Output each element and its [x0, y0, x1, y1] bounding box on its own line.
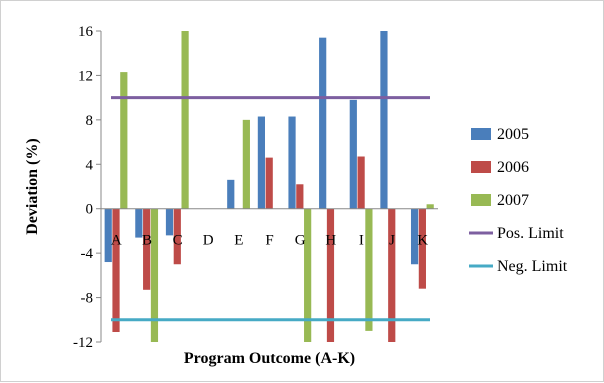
y-tick-label: 8	[86, 113, 94, 129]
legend: 2005 2006 2007 Pos. Limit Neg. Limit	[469, 126, 568, 275]
bar-2005-C	[165, 208, 174, 236]
bar-2006-F	[265, 157, 273, 209]
legend-swatch-2005	[471, 128, 491, 140]
y-ticks-group: -12 -8 -4 0 4 8 12 16	[73, 24, 101, 351]
bar-2005-A	[104, 208, 112, 263]
legend-label: 2005	[497, 126, 529, 143]
bar-2007-C	[181, 31, 189, 209]
x-category-label: J	[389, 233, 395, 249]
x-category-label: F	[265, 233, 273, 249]
bar-2007-G	[304, 208, 312, 342]
y-tick-label: -4	[81, 246, 94, 262]
bar-2006-K	[418, 208, 426, 289]
bar-2005-B	[135, 208, 143, 238]
bar-2006-A	[112, 208, 120, 333]
bar-2007-K	[426, 204, 434, 209]
x-category-label: C	[173, 233, 183, 249]
bar-2007-B	[150, 208, 159, 342]
bar-2006-I	[357, 156, 365, 209]
bar-2005-G	[288, 116, 296, 209]
legend-label: 2007	[497, 192, 529, 209]
legend-label: Neg. Limit	[497, 258, 568, 275]
y-tick-label: 4	[86, 157, 94, 173]
x-category-label: G	[295, 233, 306, 249]
x-category-label: D	[203, 233, 214, 249]
x-category-label: E	[234, 233, 243, 249]
limit-lines-group	[111, 96, 430, 322]
bar-2005-I	[349, 99, 357, 209]
y-tick-label: 12	[78, 68, 93, 84]
bar-2005-J	[380, 31, 388, 209]
bar-2005-H	[319, 37, 327, 209]
x-category-label: B	[142, 233, 152, 249]
y-tick-label: -12	[73, 335, 93, 351]
bar-2005-E	[227, 179, 235, 209]
bar-2006-G	[296, 184, 304, 209]
bars-group	[104, 31, 434, 342]
y-axis-title: Deviation (%)	[24, 138, 41, 234]
bar-2006-H	[326, 208, 335, 342]
bar-2007-A	[120, 72, 128, 209]
y-tick-label: 0	[86, 202, 94, 218]
x-category-label: K	[417, 233, 428, 249]
bar-2006-B	[143, 208, 151, 290]
bar-2007-E	[242, 119, 250, 209]
bar-2007-I	[365, 208, 373, 331]
bar-2006-C	[173, 208, 181, 265]
x-category-label: H	[325, 233, 336, 249]
bar-2005-F	[257, 116, 265, 209]
legend-label: 2006	[497, 159, 529, 176]
legend-label: Pos. Limit	[497, 225, 564, 242]
x-category-labels: A B C D E F G H I J K	[111, 233, 428, 249]
x-axis-title: Program Outcome (A-K)	[184, 350, 355, 367]
y-tick-label: 16	[78, 24, 94, 40]
y-tick-label: -8	[81, 291, 94, 307]
x-category-label: I	[359, 233, 364, 249]
legend-swatch-2007	[471, 194, 491, 206]
bar-2005-K	[410, 208, 419, 265]
bar-2006-J	[388, 208, 396, 342]
legend-swatch-2006	[471, 161, 491, 173]
x-category-label: A	[111, 233, 122, 249]
